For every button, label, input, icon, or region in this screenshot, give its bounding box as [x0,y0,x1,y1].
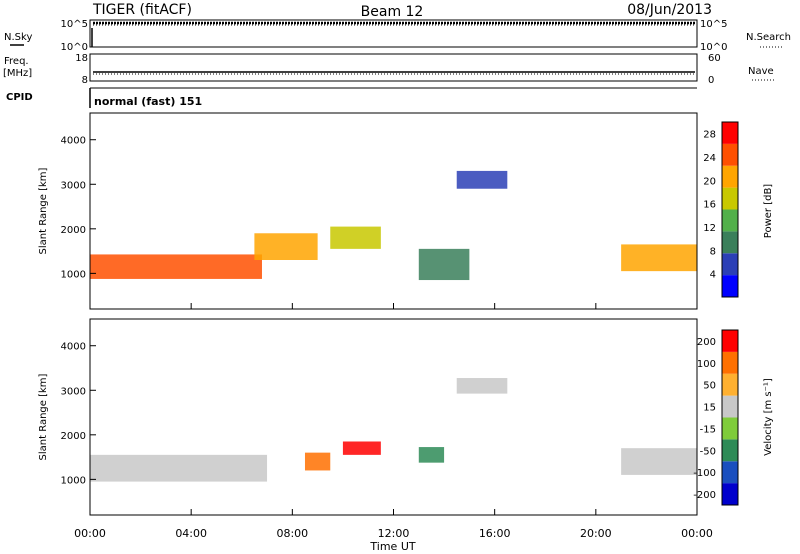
velocity-y-axis-label: Slant Range [km] [38,373,49,460]
freq-label-1: Freq. [4,56,29,67]
power-y-tick-label: 1000 [61,269,86,280]
power-colorbar-tick: 28 [703,130,716,141]
velocity-colorbar-tick: -15 [700,424,716,435]
time-tick-label: 04:00 [175,527,207,540]
velocity-y-tick-label: 1000 [61,475,86,486]
power-colorbar-tick: 16 [703,200,716,211]
nsky-tick-bottom: 10^0 [61,42,88,53]
nave-label: Nave [748,66,774,77]
echo-region [418,447,445,463]
power-panel [89,112,698,310]
velocity-colorbar-label: Velocity [m s⁻¹] [763,378,774,456]
colorbar-swatch [722,275,738,297]
station-title: TIGER (fitACF) [92,2,192,18]
power-colorbar-tick: 24 [703,153,716,164]
nsearch-tick-bottom: 10^0 [700,42,727,53]
velocity-colorbar-tick: 200 [697,337,716,348]
echo-region [254,233,318,260]
power-y-tick-label: 3000 [61,180,86,191]
colorbar-swatch [722,209,738,232]
power-colorbar-label: Power [dB] [763,184,774,239]
velocity-y-tick-label: 4000 [61,342,86,353]
beam-label: Beam 12 [361,4,424,20]
freq-panel [89,53,698,82]
freq-tick-bottom: 8 [82,75,88,86]
echo-region [304,452,331,471]
power-colorbar-tick: 20 [703,176,716,187]
echo-region [90,254,262,279]
velocity-colorbar-tick: -100 [693,468,716,479]
velocity-y-tick-label: 3000 [61,386,86,397]
date-label: 08/Jun/2013 [627,2,712,18]
echo-region [418,248,470,281]
nsky-panel [89,19,698,48]
velocity-y-tick-label: 2000 [61,431,86,442]
time-axis: 00:00 04:00 08:00 12:00 16:00 20:00 00:0… [74,303,713,540]
time-tick-label: 16:00 [479,527,511,540]
power-y-axis: 4000 3000 2000 1000 [61,136,96,280]
power-colorbar-tick: 12 [703,223,716,234]
cpid-label: CPID [6,92,33,103]
velocity-colorbar-tick: -50 [700,446,716,457]
echo-region [330,226,381,249]
colorbar-swatch [722,253,738,276]
power-colorbar-ticks: 28 24 20 16 12 8 4 [703,130,716,281]
colorbar-swatch [722,417,738,440]
echo-region [342,441,381,455]
time-tick-label: 00:00 [681,527,713,540]
colorbar-swatch [722,122,738,144]
nsearch-label: N.Search [746,32,791,43]
time-tick-label: 12:00 [378,527,410,540]
colorbar-swatch [722,373,738,396]
colorbar-swatch [722,461,738,484]
velocity-colorbar [721,329,739,506]
colorbar-swatch [722,351,738,374]
velocity-colorbar-tick: -200 [693,490,716,501]
velocity-colorbar-tick: 15 [703,403,716,414]
velocity-y-axis: 4000 3000 2000 1000 [61,342,96,486]
power-colorbar [721,121,739,298]
power-y-axis-label: Slant Range [km] [38,167,49,254]
power-heatmap [90,170,697,281]
echo-region [621,244,697,272]
freq-tick-top: 18 [75,53,88,64]
echo-region [456,378,508,394]
freq-label-2: [MHz] [3,68,32,79]
velocity-heatmap [90,378,697,482]
echo-region [621,448,697,475]
velocity-panel [89,318,698,516]
time-tick-label: 08:00 [276,527,308,540]
echo-region [456,170,508,189]
colorbar-swatch [722,483,738,505]
nsky-tick-top: 10^5 [61,19,88,30]
time-tick-label: 00:00 [74,527,106,540]
power-y-tick-label: 4000 [61,136,86,147]
colorbar-swatch [722,187,738,210]
time-tick-label: 20:00 [580,527,612,540]
power-y-tick-label: 2000 [61,225,86,236]
echo-region [90,454,268,482]
nave-tick-top: 60 [708,53,721,64]
velocity-colorbar-tick: 100 [697,359,716,370]
velocity-colorbar-tick: 50 [703,381,716,392]
nave-tick-bottom: 0 [708,75,714,86]
nsky-label: N.Sky [4,32,32,43]
nsearch-tick-top: 10^5 [700,19,727,30]
time-axis-label: Time UT [369,540,415,553]
power-colorbar-tick: 4 [710,270,716,281]
cpid-value: normal (fast) 151 [94,95,202,108]
colorbar-swatch [722,165,738,188]
colorbar-frame [721,329,739,506]
colorbar-swatch [722,231,738,254]
colorbar-swatch [722,143,738,166]
colorbar-frame [721,121,739,298]
velocity-colorbar-ticks: 200 100 50 15 -15 -50 -100 -200 [693,337,716,501]
colorbar-swatch [722,439,738,462]
colorbar-swatch [722,395,738,418]
power-colorbar-tick: 8 [710,246,716,257]
colorbar-swatch [722,330,738,352]
